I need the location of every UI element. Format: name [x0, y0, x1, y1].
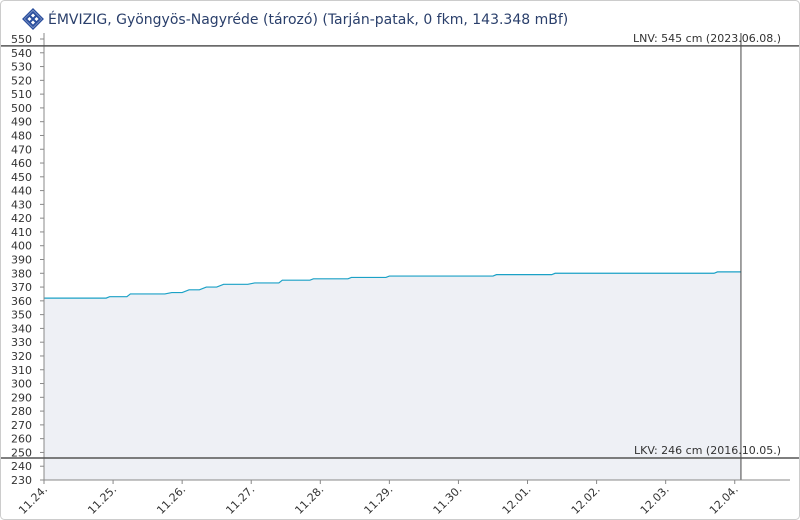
y-tick-label: 480: [11, 129, 32, 142]
y-tick-label: 540: [11, 47, 32, 60]
y-tick-label: 300: [11, 378, 32, 391]
reference-label: LKV: 246 cm (2016.10.05.): [634, 444, 781, 457]
y-tick-label: 350: [11, 309, 32, 322]
y-tick-label: 420: [11, 212, 32, 225]
y-tick-label: 430: [11, 198, 32, 211]
y-tick-label: 340: [11, 322, 32, 335]
y-tick-label: 260: [11, 433, 32, 446]
y-tick-label: 250: [11, 446, 32, 459]
area: [44, 271, 741, 480]
y-tick-label: 280: [11, 405, 32, 418]
y-tick-label: 320: [11, 350, 32, 363]
y-tick-label: 450: [11, 171, 32, 184]
y-tick-label: 470: [11, 143, 32, 156]
y-tick-label: 510: [11, 88, 32, 101]
y-tick-label: 240: [11, 460, 32, 473]
y-tick-label: 310: [11, 364, 32, 377]
logo: [22, 8, 44, 30]
y-tick-label: 490: [11, 116, 32, 129]
y-tick-label: 440: [11, 185, 32, 198]
y-tick-label: 290: [11, 391, 32, 404]
y-tick-label: 400: [11, 240, 32, 253]
line: [44, 271, 741, 299]
y-tick-label: 390: [11, 254, 32, 267]
y-tick-label: 230: [11, 474, 32, 487]
y-tick-label: 530: [11, 61, 32, 74]
chart-title: ÉMVIZIG, Gyöngyös-Nagyréde (tározó) (Tar…: [48, 11, 568, 28]
y-tick-label: 380: [11, 267, 32, 280]
y-tick-label: 360: [11, 295, 32, 308]
y-tick-label: 500: [11, 102, 32, 115]
y-tick-label: 410: [11, 226, 32, 239]
y-tick-label: 370: [11, 281, 32, 294]
reference-label: LNV: 545 cm (2023.06.08.): [633, 32, 781, 45]
y-tick-label: 520: [11, 74, 32, 87]
y-tick-label: 270: [11, 419, 32, 432]
y-tick-label: 330: [11, 336, 32, 349]
y-tick-label: 550: [11, 33, 32, 46]
y-tick-label: 460: [11, 157, 32, 170]
